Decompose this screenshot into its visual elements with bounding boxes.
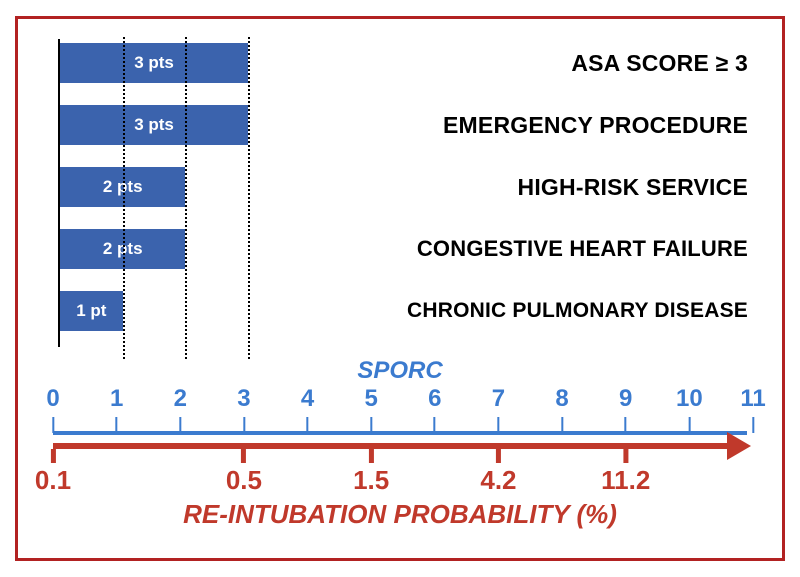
sporc-tick: 0 xyxy=(46,385,59,433)
sporc-tick: 3 xyxy=(237,385,250,433)
drop-line xyxy=(123,37,125,359)
sporc-axis-line xyxy=(53,431,747,435)
sporc-tick: 7 xyxy=(492,385,505,433)
reintub-tick: 4.2 xyxy=(480,449,516,496)
sporc-tick: 9 xyxy=(619,385,632,433)
risk-label-copd: CHRONIC PULMONARY DISEASE xyxy=(407,291,748,331)
risk-label-asa: ASA SCORE ≥ 3 xyxy=(571,43,748,83)
bar-asa: 3 pts xyxy=(60,43,248,83)
bar-copd: 1 pt xyxy=(60,291,123,331)
sporc-tick: 1 xyxy=(110,385,123,433)
sporc-tick: 11 xyxy=(740,385,765,433)
reintub-arrow-icon xyxy=(727,432,751,460)
sporc-axis: 01234567891011 xyxy=(53,385,747,445)
bar-pts-label: 1 pt xyxy=(76,301,106,321)
reintub-axis: 0.10.51.54.211.2 RE-INTUBATION PROBABILI… xyxy=(53,443,747,533)
sporc-tick: 4 xyxy=(301,385,314,433)
bar-row: 1 pt CHRONIC PULMONARY DISEASE xyxy=(58,285,748,347)
reintub-tick: 11.2 xyxy=(601,449,650,496)
risk-label-chf: CONGESTIVE HEART FAILURE xyxy=(417,229,748,269)
sporc-tick: 6 xyxy=(428,385,441,433)
bar-row: 3 pts ASA SCORE ≥ 3 xyxy=(58,37,748,99)
reintub-title: RE-INTUBATION PROBABILITY (%) xyxy=(53,499,747,530)
bar-row: 2 pts CONGESTIVE HEART FAILURE xyxy=(58,223,748,285)
chart-frame: 3 pts ASA SCORE ≥ 3 3 pts EMERGENCY PROC… xyxy=(15,16,785,561)
sporc-title: SPORC xyxy=(18,357,782,385)
risk-label-highrisk: HIGH-RISK SERVICE xyxy=(518,167,748,207)
drop-line xyxy=(185,37,187,359)
bar-row: 3 pts EMERGENCY PROCEDURE xyxy=(58,99,748,161)
sporc-tick: 2 xyxy=(174,385,187,433)
risk-label-emergency: EMERGENCY PROCEDURE xyxy=(443,105,748,145)
reintub-tick: 0.1 xyxy=(35,449,71,496)
reintub-tick: 0.5 xyxy=(226,449,262,496)
bar-pts-label: 3 pts xyxy=(134,115,174,135)
bar-emergency: 3 pts xyxy=(60,105,248,145)
drop-line xyxy=(248,37,250,359)
bar-row: 2 pts HIGH-RISK SERVICE xyxy=(58,161,748,223)
sporc-tick: 5 xyxy=(364,385,377,433)
sporc-tick: 8 xyxy=(555,385,568,433)
sporc-tick: 10 xyxy=(676,385,703,433)
reintub-tick: 1.5 xyxy=(353,449,389,496)
bar-pts-label: 3 pts xyxy=(134,53,174,73)
bars-area: 3 pts ASA SCORE ≥ 3 3 pts EMERGENCY PROC… xyxy=(58,37,748,347)
